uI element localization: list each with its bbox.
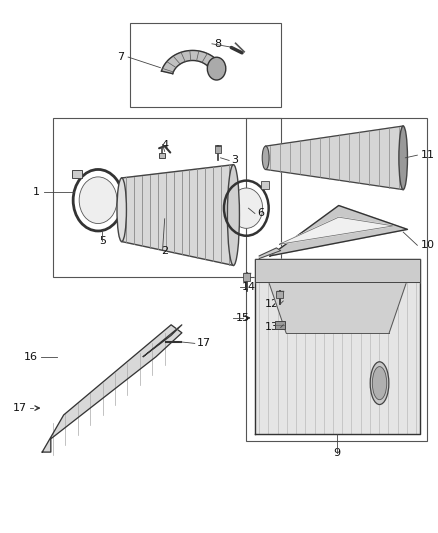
Bar bbox=[246, 118, 427, 441]
Polygon shape bbox=[266, 126, 403, 190]
Ellipse shape bbox=[370, 362, 389, 405]
Bar bbox=[276, 292, 283, 298]
Text: 2: 2 bbox=[161, 246, 168, 256]
Bar bbox=[53, 118, 281, 277]
Circle shape bbox=[207, 57, 226, 80]
Polygon shape bbox=[42, 325, 182, 452]
Text: 11: 11 bbox=[420, 150, 434, 160]
Text: 9: 9 bbox=[333, 448, 340, 458]
Bar bbox=[215, 146, 221, 152]
Polygon shape bbox=[279, 217, 393, 244]
Ellipse shape bbox=[262, 146, 269, 169]
Text: 17: 17 bbox=[13, 403, 27, 413]
Text: 17: 17 bbox=[197, 338, 211, 349]
Bar bbox=[72, 169, 82, 178]
Bar bbox=[130, 22, 281, 108]
Bar bbox=[275, 321, 285, 328]
Bar bbox=[159, 152, 165, 158]
Text: 5: 5 bbox=[99, 236, 106, 246]
Polygon shape bbox=[255, 259, 420, 282]
Text: 13: 13 bbox=[265, 322, 279, 333]
Polygon shape bbox=[255, 259, 420, 433]
Polygon shape bbox=[270, 206, 407, 256]
Circle shape bbox=[230, 188, 263, 228]
Text: 12: 12 bbox=[265, 298, 279, 309]
Ellipse shape bbox=[117, 178, 127, 241]
Text: 8: 8 bbox=[214, 39, 221, 49]
Text: 6: 6 bbox=[257, 208, 264, 219]
Polygon shape bbox=[162, 51, 222, 74]
Text: 4: 4 bbox=[161, 140, 168, 150]
Text: 14: 14 bbox=[242, 281, 256, 292]
Text: 7: 7 bbox=[117, 52, 124, 62]
Bar bbox=[244, 273, 250, 281]
Polygon shape bbox=[259, 248, 281, 259]
Text: 1: 1 bbox=[33, 187, 40, 197]
Ellipse shape bbox=[227, 165, 240, 265]
Text: 15: 15 bbox=[236, 313, 250, 323]
Polygon shape bbox=[269, 282, 406, 333]
Text: 10: 10 bbox=[420, 240, 434, 251]
Circle shape bbox=[79, 177, 117, 223]
Text: 16: 16 bbox=[24, 352, 38, 361]
Polygon shape bbox=[122, 165, 233, 265]
Text: 3: 3 bbox=[231, 156, 238, 165]
Bar bbox=[261, 181, 269, 189]
Ellipse shape bbox=[372, 367, 387, 400]
Polygon shape bbox=[143, 325, 182, 357]
Ellipse shape bbox=[399, 126, 407, 190]
